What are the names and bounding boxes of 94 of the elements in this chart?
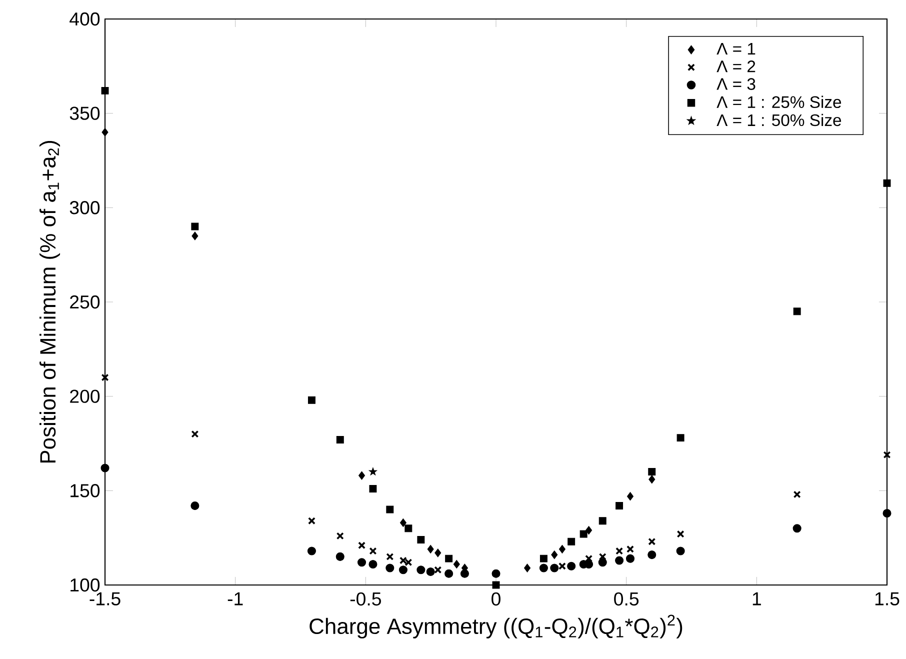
point — [567, 562, 576, 570]
point — [524, 564, 531, 572]
point — [336, 436, 344, 444]
point — [492, 569, 500, 578]
point — [191, 430, 199, 438]
point — [539, 564, 548, 572]
point — [444, 569, 454, 578]
point — [192, 232, 198, 240]
point — [426, 568, 435, 576]
point — [400, 518, 406, 527]
point — [792, 524, 802, 533]
point — [416, 566, 426, 574]
point — [368, 468, 378, 476]
point — [616, 502, 624, 510]
x-tick-label: 1.5 — [875, 592, 900, 606]
legend-label: Λ = 3 — [716, 78, 756, 90]
point — [368, 560, 378, 569]
x-tick-label: 0.5 — [614, 592, 639, 606]
point — [883, 451, 891, 459]
point — [445, 554, 453, 562]
point — [191, 222, 199, 230]
y-tick-label: 100 — [70, 578, 100, 592]
point — [386, 552, 394, 560]
y-tick-label: 350 — [70, 106, 100, 120]
point — [648, 550, 656, 560]
point — [615, 556, 624, 565]
point — [883, 179, 891, 187]
point — [460, 569, 469, 578]
x-tick-label: 0 — [492, 592, 500, 606]
point — [648, 468, 656, 476]
point — [336, 532, 344, 540]
point — [540, 554, 548, 562]
point — [308, 517, 316, 525]
point — [101, 86, 109, 94]
point — [580, 530, 588, 538]
x-tick-label: -0.5 — [350, 592, 381, 606]
point — [586, 526, 592, 535]
point — [434, 566, 442, 574]
point — [793, 490, 801, 498]
point — [598, 558, 607, 567]
point — [369, 485, 377, 492]
point — [307, 546, 316, 556]
y-axis-title: Position of Minimum (% of a$_{1}$+a$_{2}$) — [40, 140, 60, 463]
point — [357, 558, 366, 567]
x-tick-label: -1.5 — [90, 592, 120, 606]
point — [358, 471, 366, 480]
y-tick-label: 400 — [70, 12, 100, 26]
point — [398, 566, 408, 574]
point — [793, 308, 801, 316]
point — [676, 434, 684, 442]
point — [386, 506, 394, 514]
point — [598, 517, 606, 525]
x-tick-label: 1 — [752, 592, 761, 606]
point — [626, 554, 635, 563]
point — [551, 550, 558, 560]
point — [100, 464, 110, 472]
point — [101, 374, 109, 382]
point — [453, 560, 460, 569]
y-tick-label: 250 — [70, 295, 100, 309]
point — [676, 530, 684, 538]
point — [336, 552, 344, 561]
x-tick-label: -1 — [228, 592, 243, 606]
point — [404, 524, 412, 532]
point — [190, 501, 200, 510]
point — [369, 547, 377, 555]
point — [585, 554, 593, 562]
point — [568, 538, 576, 546]
point — [598, 552, 606, 560]
legend-label: Λ = 1 — [716, 43, 756, 55]
legend-label: Λ = 2 — [716, 60, 756, 72]
point — [492, 581, 500, 589]
y-tick-label: 200 — [70, 390, 100, 403]
point — [558, 544, 566, 554]
point — [102, 128, 108, 136]
point — [308, 396, 316, 404]
point — [648, 475, 656, 484]
point — [616, 547, 624, 555]
point — [558, 562, 566, 570]
point — [676, 546, 685, 556]
point — [427, 544, 434, 554]
point — [626, 492, 634, 501]
point — [434, 548, 442, 558]
point — [358, 542, 366, 550]
legend-label: Λ = 1 : 50% Size — [716, 114, 842, 126]
text: Charge Asymmetry ((Q$_{1}$-Q$_{2}$)/(Q$_{1}$*Q$_{2}$)$^{2}$) — [310, 614, 682, 638]
y-tick-label: 150 — [70, 484, 100, 498]
point — [550, 564, 559, 572]
point — [882, 509, 892, 518]
point — [648, 538, 656, 546]
point — [386, 564, 394, 572]
legend-label: Λ = 1 : 25% Size — [716, 96, 842, 108]
point — [417, 536, 425, 544]
y-tick-label: 300 — [70, 201, 100, 214]
point — [626, 545, 634, 553]
